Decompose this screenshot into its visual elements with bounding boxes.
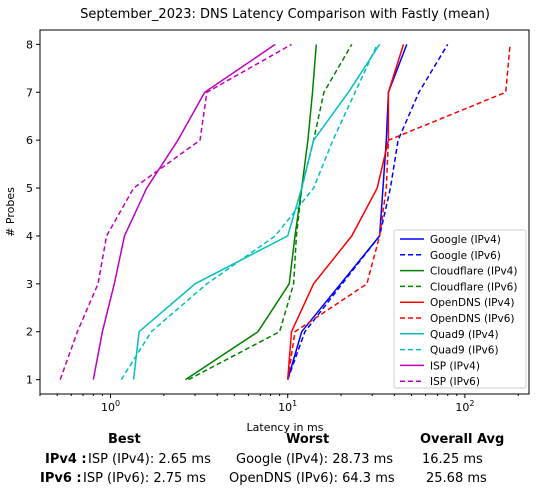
- x-axis: 100 101 102: [39, 394, 519, 414]
- legend-label: Cloudflare (IPv4): [430, 266, 517, 278]
- y-tick-label: 6: [26, 134, 33, 147]
- legend-label: OpenDNS (IPv4): [430, 297, 515, 309]
- y-tick-label: 8: [26, 38, 33, 51]
- legend-label: Cloudflare (IPv6): [430, 281, 517, 293]
- series-line-quad9-ipv4: [132, 43, 381, 380]
- legend-box: [393, 229, 527, 389]
- legend-label: Quad9 (IPv6): [430, 345, 499, 357]
- legend-label: ISP (IPv6): [430, 376, 480, 388]
- legend-label: OpenDNS (IPv6): [430, 313, 515, 325]
- series-line-cloudflare-ipv6: [188, 44, 353, 381]
- y-axis-label: # Probes: [4, 187, 17, 237]
- y-tick-label: 7: [26, 86, 33, 99]
- series-line-isp-ipv6: [59, 43, 292, 380]
- legend-label: Quad9 (IPv4): [430, 329, 499, 341]
- x-tick-label: 101: [278, 399, 297, 414]
- legend-label: Google (IPv6): [430, 250, 501, 262]
- plot-frame: [39, 29, 530, 395]
- y-tick-label: 5: [26, 182, 33, 195]
- y-axis: 1 2 3 4 5 6 7 8: [26, 38, 40, 387]
- legend-label: ISP (IPv4): [430, 360, 480, 372]
- series-line-isp-ipv4: [92, 43, 276, 380]
- y-tick-label: 3: [26, 278, 33, 291]
- series-line-google-ipv6: [286, 44, 449, 380]
- x-axis-label: Latency in ms: [247, 421, 324, 434]
- series-line-cloudflare-ipv4: [185, 44, 318, 381]
- series-line-opendns-ipv4: [286, 44, 405, 380]
- series-line-quad9-ipv6: [120, 44, 378, 380]
- y-tick-label: 4: [26, 230, 33, 243]
- x-tick-label: 102: [455, 399, 474, 414]
- x-tick-label: 100: [101, 399, 120, 414]
- legend: Google (IPv4) Google (IPv6) Cloudflare (IP…: [393, 229, 527, 389]
- legend-label: Google (IPv4): [430, 234, 501, 246]
- y-tick-label: 2: [26, 326, 33, 339]
- series-line-opendns-ipv6: [286, 44, 511, 380]
- chart-title: September_2023: DNS Latency Comparison w…: [80, 7, 490, 22]
- series-layer: [59, 43, 511, 381]
- y-tick-label: 1: [26, 374, 33, 387]
